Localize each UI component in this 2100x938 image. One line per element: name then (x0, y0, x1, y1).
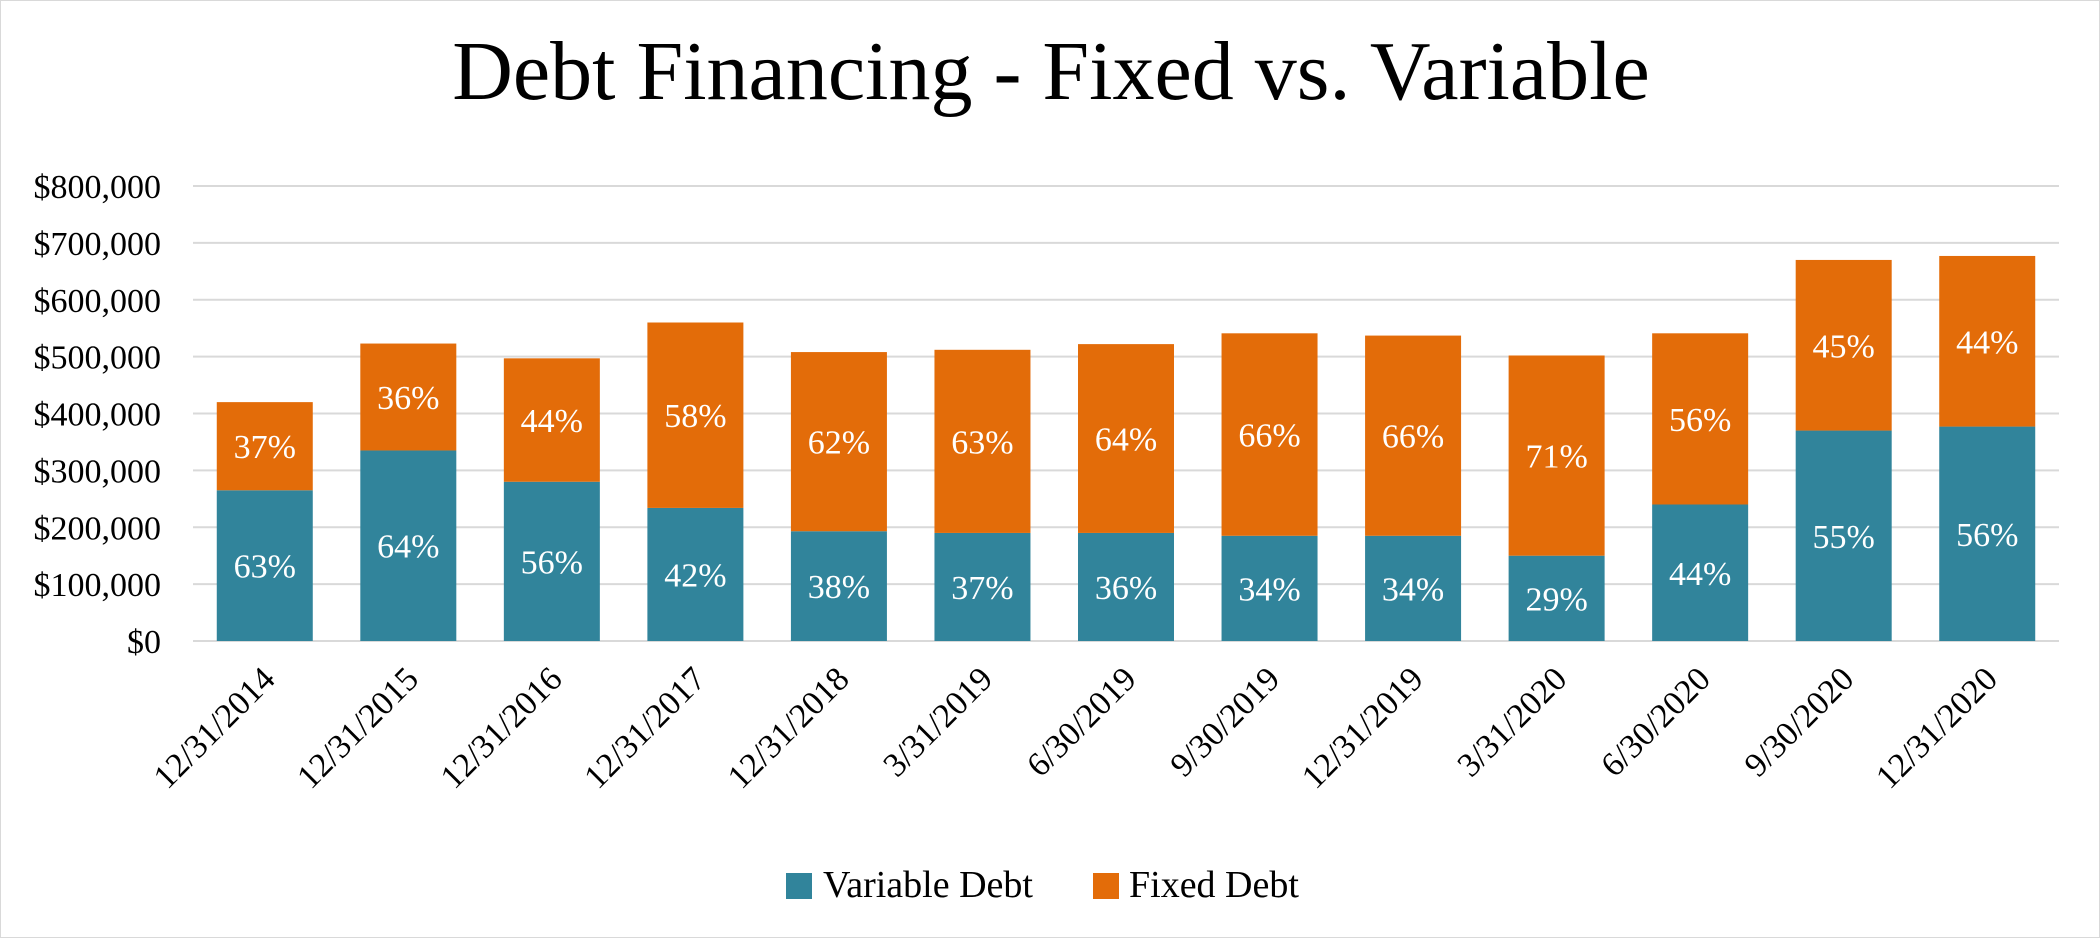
data-label-fixed-debt: 71% (1525, 439, 1587, 476)
legend-label-variable-debt: Variable Debt (823, 864, 1033, 906)
bar-variable-debt (360, 450, 457, 641)
x-tick-label: 9/30/2019 (1164, 660, 1288, 784)
bar-fixed-debt (1939, 255, 2036, 427)
bar-variable-debt (790, 531, 887, 641)
bar-fixed-debt (1652, 333, 1749, 505)
data-label-variable-debt: 36% (1095, 570, 1157, 607)
bar-fixed-debt (1795, 259, 1892, 431)
data-label-fixed-debt: 37% (234, 429, 296, 466)
data-label-fixed-debt: 44% (521, 403, 583, 440)
bar-fixed-debt (647, 322, 744, 508)
y-tick-label: $600,000 (34, 283, 162, 320)
chart-title: Debt Financing - Fixed vs. Variable (452, 25, 1650, 118)
data-label-variable-debt: 29% (1525, 581, 1587, 618)
data-label-variable-debt: 42% (664, 557, 726, 594)
y-tick-label: $500,000 (34, 340, 162, 377)
data-label-variable-debt: 56% (521, 544, 583, 581)
data-label-fixed-debt: 64% (1095, 422, 1157, 459)
legend-swatch-fixed-debt (1093, 873, 1119, 899)
data-label-fixed-debt: 66% (1238, 418, 1300, 455)
data-label-variable-debt: 63% (234, 549, 296, 586)
data-label-variable-debt: 64% (377, 529, 439, 566)
x-axis-tick-labels: 12/31/2014 12/31/2015 12/31/2016 12/31/2017… (147, 660, 2005, 796)
bar-fixed-debt (1508, 355, 1605, 556)
y-tick-label: $0 (127, 624, 161, 661)
bar-variable-debt (216, 490, 313, 641)
bar-fixed-debt (360, 343, 457, 451)
data-label-fixed-debt: 44% (1956, 324, 2018, 361)
bar-variable-debt (1508, 555, 1605, 641)
x-tick-label: 12/31/2018 (721, 660, 857, 796)
bar-fixed-debt (1221, 333, 1318, 536)
bar-variable-debt (1365, 535, 1462, 641)
x-tick-label: 12/31/2014 (147, 660, 283, 796)
data-label-variable-debt: 56% (1956, 517, 2018, 554)
data-label-fixed-debt: 36% (377, 380, 439, 417)
x-tick-label: 3/31/2019 (876, 660, 1000, 784)
bar-variable-debt (934, 532, 1031, 641)
data-label-variable-debt: 55% (1813, 519, 1875, 556)
data-label-fixed-debt: 56% (1669, 402, 1731, 439)
y-tick-label: $300,000 (34, 453, 162, 490)
data-label-variable-debt: 34% (1382, 571, 1444, 608)
y-tick-label: $200,000 (34, 510, 162, 547)
x-tick-label: 12/31/2015 (290, 660, 426, 796)
data-label-variable-debt: 34% (1238, 571, 1300, 608)
y-tick-label: $700,000 (34, 226, 162, 263)
data-label-fixed-debt: 63% (951, 424, 1013, 461)
bar-fixed-debt (790, 352, 887, 532)
bar-variable-debt (1078, 532, 1174, 641)
bar-fixed-debt (1078, 344, 1174, 533)
x-tick-label: 3/31/2020 (1451, 660, 1575, 784)
data-label-variable-debt: 38% (808, 569, 870, 606)
bar-variable-debt (1652, 504, 1749, 641)
legend: Variable Debt Fixed Debt (786, 864, 1299, 906)
bar-fixed-debt (934, 349, 1031, 533)
bar-variable-debt (647, 507, 744, 641)
data-label-fixed-debt: 66% (1382, 419, 1444, 456)
x-tick-label: 12/31/2019 (1295, 660, 1431, 796)
bar-variable-debt (1221, 535, 1318, 641)
legend-swatch-variable-debt (786, 873, 812, 899)
bars (216, 255, 2036, 641)
x-tick-label: 12/31/2020 (1869, 660, 2005, 796)
data-label-variable-debt: 37% (951, 570, 1013, 607)
bar-variable-debt (1795, 430, 1892, 641)
x-tick-label: 12/31/2017 (577, 660, 713, 796)
bar-fixed-debt (503, 358, 600, 482)
y-tick-label: $800,000 (34, 169, 162, 206)
data-label-fixed-debt: 58% (664, 398, 726, 435)
x-tick-label: 12/31/2016 (434, 660, 570, 796)
x-tick-label: 6/30/2019 (1020, 660, 1144, 784)
x-tick-label: 6/30/2020 (1594, 660, 1718, 784)
x-tick-label: 9/30/2020 (1738, 660, 1862, 784)
data-label-fixed-debt: 45% (1813, 328, 1875, 365)
y-tick-label: $400,000 (34, 397, 162, 434)
legend-label-fixed-debt: Fixed Debt (1129, 864, 1299, 906)
data-labels: 63% 37% 64% 36% 56% 44% 42% 58% 38% 62% 37% 63% 36% 6… (234, 324, 2019, 618)
bar-fixed-debt (216, 402, 313, 491)
y-tick-label: $100,000 (34, 567, 162, 604)
data-label-fixed-debt: 62% (808, 425, 870, 462)
bar-variable-debt (1939, 426, 2036, 641)
data-label-variable-debt: 44% (1669, 556, 1731, 593)
y-axis-tick-labels: $0 $100,000 $200,000 $300,000 $400,000 $500,0… (34, 169, 162, 661)
bar-fixed-debt (1365, 335, 1462, 536)
bar-variable-debt (503, 481, 600, 641)
